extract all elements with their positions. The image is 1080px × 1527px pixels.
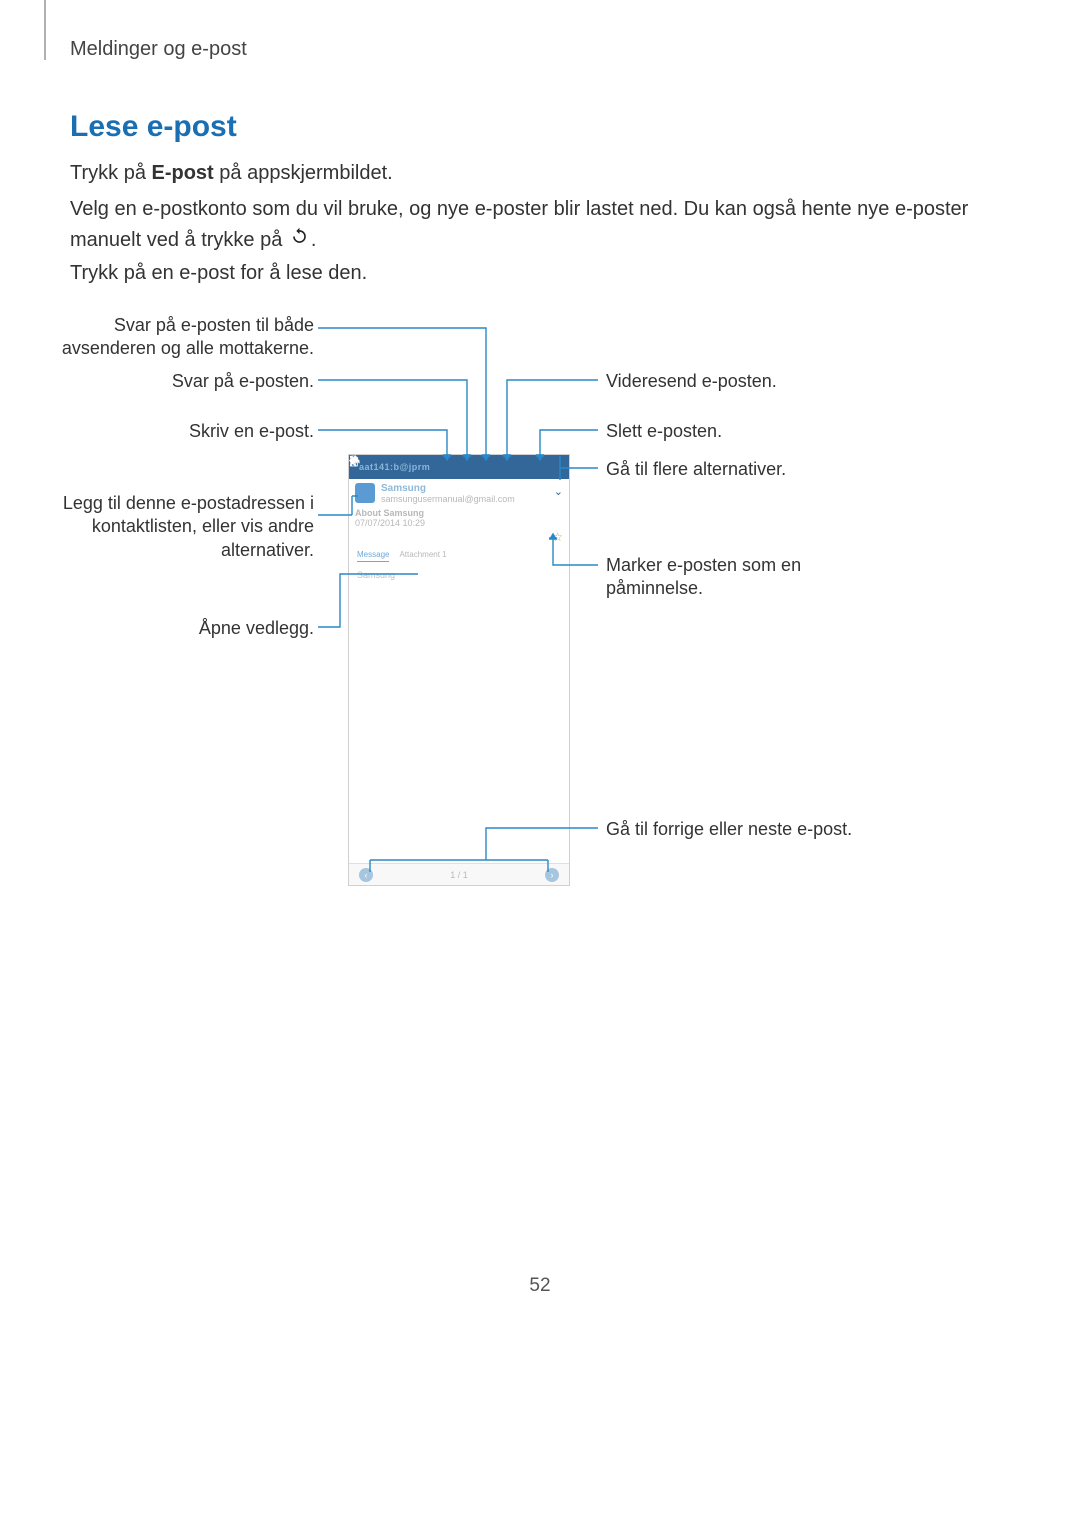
text: Legg til denne e-postadressen i (63, 493, 314, 513)
callout-add-contact: Legg til denne e-postadressen i kontaktl… (20, 492, 314, 562)
refresh-icon (290, 225, 309, 256)
paragraph-1: Trykk på E-post på appskjermbildet. (70, 158, 1010, 189)
paragraph-3: Trykk på en e-post for å lese den. (70, 258, 1010, 289)
text: alternativer. (221, 540, 314, 560)
text: på appskjermbildet. (214, 162, 393, 184)
text: kontaktlisten, eller vis andre (92, 516, 314, 536)
text: avsenderen og alle mottakerne. (62, 338, 314, 358)
text: Svar på e-posten til både (114, 315, 314, 335)
callout-nav: Gå til forrige eller neste e-post. (606, 818, 946, 841)
callout-delete: Slett e-posten. (606, 420, 926, 443)
callout-compose: Skriv en e-post. (40, 420, 314, 443)
section-title: Lese e-post (70, 110, 237, 144)
annotated-diagram: aat141:b@jprm Samsung samsungusermanual@… (0, 300, 1080, 920)
text: . (311, 229, 317, 251)
text: påminnelse. (606, 578, 703, 598)
text: Marker e-posten som en (606, 555, 801, 575)
callout-attachment: Åpne vedlegg. (40, 617, 314, 640)
callout-forward: Videresend e-posten. (606, 370, 926, 393)
callout-more: Gå til flere alternativer. (606, 458, 926, 481)
callout-reminder: Marker e-posten som en påminnelse. (606, 554, 926, 601)
paragraph-2: Velg en e-postkonto som du vil bruke, og… (70, 194, 1010, 256)
text: Trykk på (70, 162, 152, 184)
callout-reply-all: Svar på e-posten til både avsenderen og … (40, 314, 314, 361)
bold-text: E-post (152, 162, 214, 184)
margin-rule (44, 0, 46, 60)
page-number: 52 (0, 1275, 1080, 1297)
page-header: Meldinger og e-post (70, 38, 247, 61)
text: Velg en e-postkonto som du vil bruke, og… (70, 198, 968, 251)
callout-reply: Svar på e-posten. (40, 370, 314, 393)
